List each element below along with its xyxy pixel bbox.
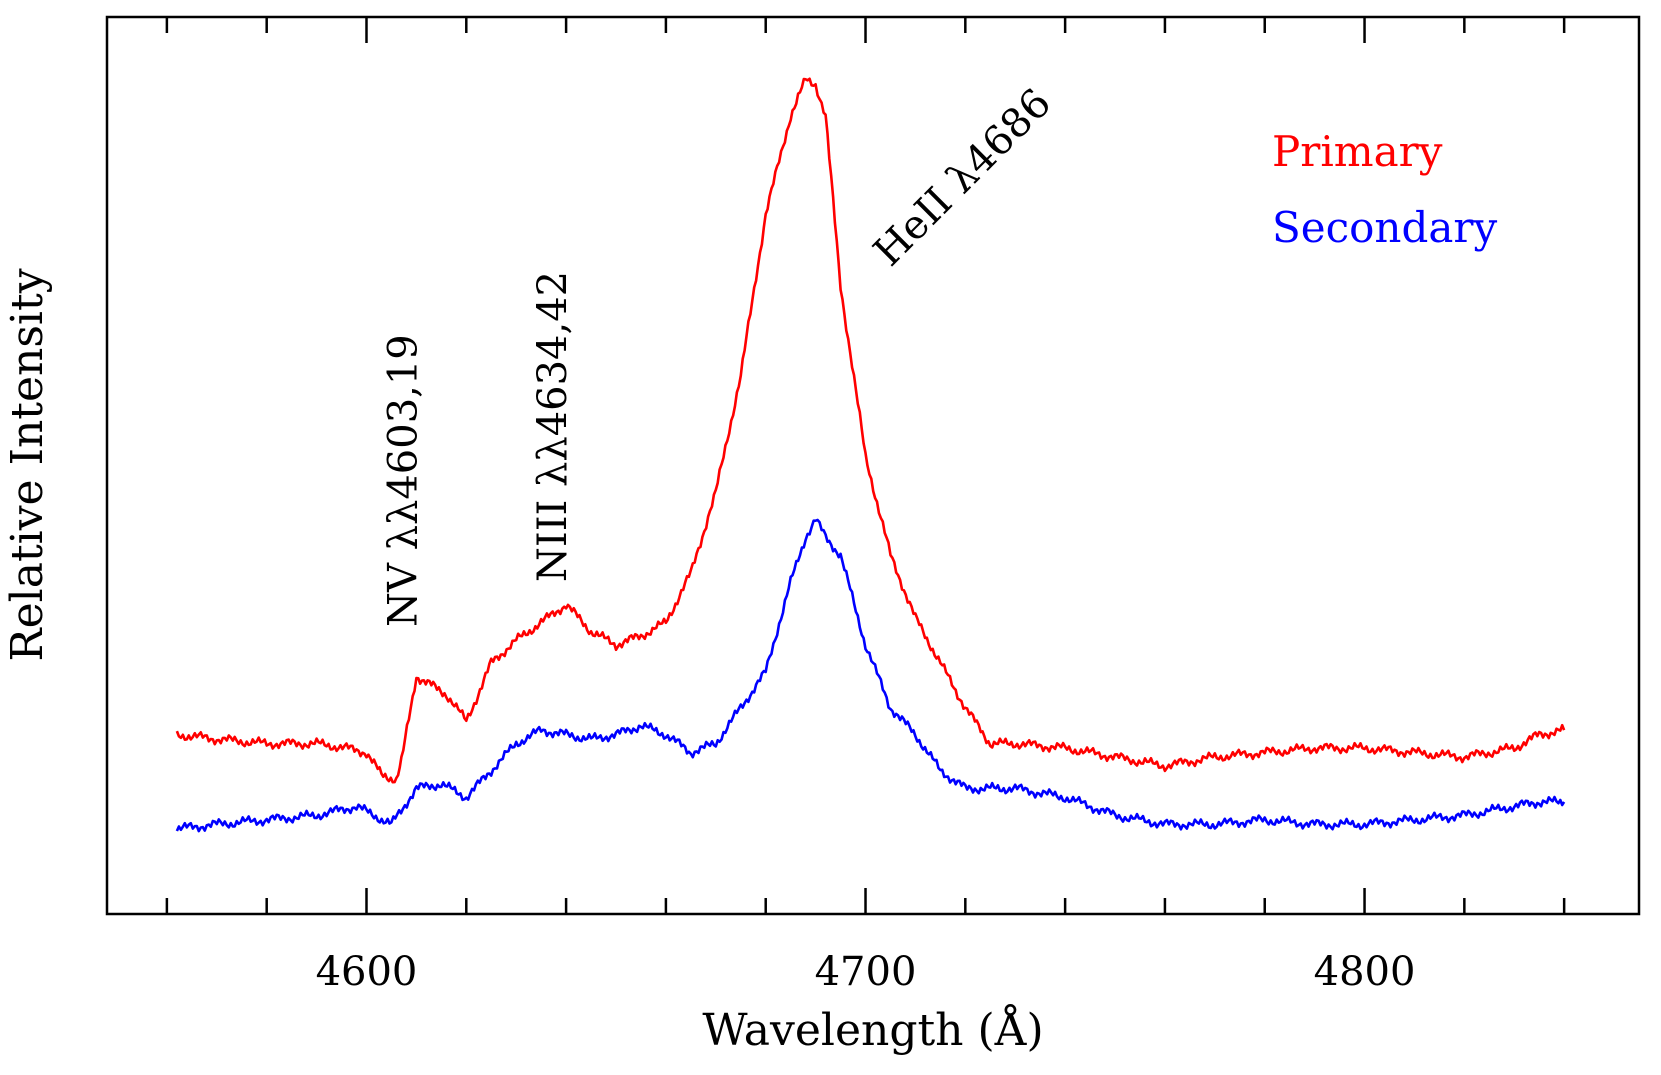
x-tick-label: 4600 <box>316 949 418 995</box>
x-tick-label: 4800 <box>1314 949 1416 995</box>
legend-entry-primary: Primary <box>1272 127 1443 176</box>
series-line-secondary <box>175 518 1566 833</box>
line-annotation: NIII λλ4634,42 <box>530 271 576 582</box>
legend-entry-secondary: Secondary <box>1272 203 1497 252</box>
series-line-primary <box>175 77 1566 784</box>
series-layer <box>175 77 1566 833</box>
y-axis-title: Relative Intensity <box>2 268 53 661</box>
plot-frame <box>105 15 1641 916</box>
labels-layer: 4600 4700 4800 NV λλ4603,19 NIII λλ4634,42 He… <box>316 80 1416 995</box>
line-annotation: HeII λ4686 <box>865 80 1060 275</box>
line-annotation: NV λλ4603,19 <box>380 334 426 627</box>
x-ticks <box>165 17 1566 914</box>
x-axis-title: Wavelength (Å) <box>702 1003 1043 1056</box>
x-tick-label: 4700 <box>815 949 917 995</box>
